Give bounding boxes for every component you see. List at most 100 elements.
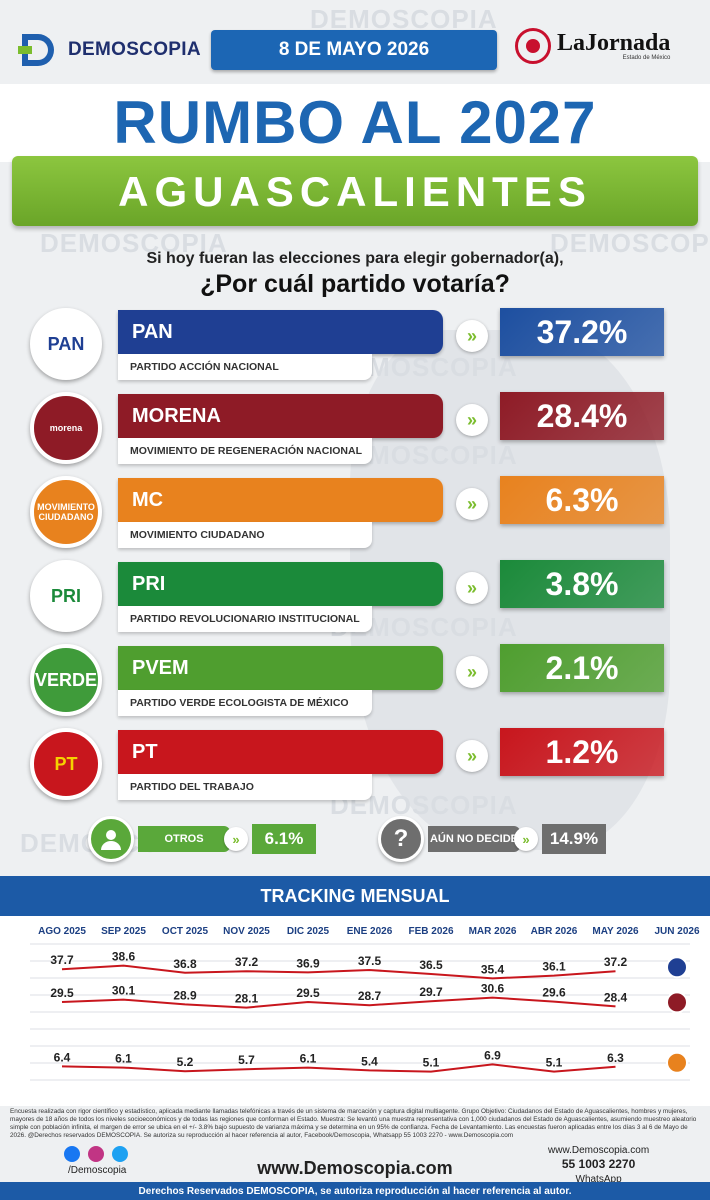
data-label: 6.1	[300, 1052, 317, 1066]
party-full-name: MOVIMIENTO CIUDADANO	[118, 522, 372, 548]
party-abbr: MORENA	[118, 394, 443, 438]
whatsapp-phone: 55 1003 2270	[561, 1157, 636, 1171]
party-badge-icon	[666, 956, 688, 979]
data-label: 30.6	[481, 982, 505, 996]
series-line-pan	[61, 964, 616, 980]
question-line-1: Si hoy fueran las elecciones para elegir…	[146, 250, 564, 267]
party-percentage: 37.2%	[500, 308, 664, 356]
party-badge-icon	[666, 991, 688, 1014]
data-label: 29.5	[50, 986, 74, 1000]
party-badge-icon	[666, 1051, 688, 1074]
month-label: NOV 2025	[223, 926, 270, 937]
party-logo-icon: morena	[30, 392, 102, 464]
party-percentage: 1.2%	[500, 728, 664, 776]
party-abbr: PAN	[118, 310, 443, 354]
question-icon: ?	[378, 816, 424, 862]
month-label: ABR 2026	[531, 926, 578, 937]
data-label: 6.9	[484, 1048, 501, 1062]
party-full-name: MOVIMIENTO DE REGENERACIÓN NACIONAL	[118, 438, 372, 464]
data-label: 6.1	[115, 1052, 132, 1066]
party-full-name: PARTIDO REVOLUCIONARIO INSTITUCIONAL	[118, 606, 372, 632]
party-abbr: PRI	[118, 562, 443, 606]
la-jornada-icon	[515, 28, 551, 64]
data-label: 28.4	[604, 990, 628, 1004]
undecided-label: AÚN NO DECIDE	[428, 826, 520, 852]
series-line-mc	[61, 1063, 616, 1073]
partner-name: LaJornada	[557, 30, 671, 56]
facebook-icon[interactable]	[64, 1146, 80, 1162]
user-icon	[88, 816, 134, 862]
contact-site[interactable]: www.Demoscopia.com	[548, 1145, 650, 1156]
data-label: 37.2	[604, 955, 628, 969]
month-label: FEB 2026	[408, 926, 453, 937]
brand-name: DEMOSCOPIA	[68, 39, 201, 60]
chevron-right-icon: »	[456, 740, 488, 772]
series-line-morena	[61, 996, 616, 1009]
state-band	[12, 156, 698, 226]
party-abbr: PVEM	[118, 646, 443, 690]
data-label: 5.1	[546, 1056, 563, 1070]
month-label: JUN 2026	[654, 926, 699, 937]
month-label: MAY 2026	[592, 926, 639, 937]
chevron-right-icon: »	[224, 827, 248, 851]
data-label: 36.9	[296, 956, 320, 970]
data-label: 6.3	[607, 1051, 624, 1065]
twitter-icon[interactable]	[112, 1146, 128, 1162]
data-label: 28.7	[358, 989, 382, 1003]
chevron-right-icon: »	[456, 320, 488, 352]
instagram-icon[interactable]	[88, 1146, 104, 1162]
state-name: AGUASCALIENTES	[118, 168, 592, 215]
title-band	[0, 84, 710, 162]
month-label: DIC 2025	[287, 926, 330, 937]
party-percentage: 2.1%	[500, 644, 664, 692]
month-label: OCT 2025	[162, 926, 209, 937]
chevron-right-icon: »	[514, 827, 538, 851]
data-label: 5.2	[177, 1055, 194, 1069]
data-label: 37.5	[358, 954, 382, 968]
data-label: 29.5	[296, 986, 320, 1000]
data-label: 38.6	[112, 950, 136, 964]
party-row: PT PT PARTIDO DEL TRABAJO» 1.2%	[0, 728, 710, 806]
la-jornada-logo: LaJornada Estado de México	[515, 28, 670, 64]
data-label: 5.7	[238, 1053, 255, 1067]
undecided-pct: 14.9%	[542, 824, 606, 854]
contact-block: www.Demoscopia.com 55 1003 2270 WhatsApp	[548, 1144, 649, 1186]
others-label: OTROS	[138, 826, 230, 852]
party-logo-icon: PAN	[30, 308, 102, 380]
data-label: 28.1	[235, 992, 259, 1006]
data-label: 37.2	[235, 955, 259, 969]
data-label: 36.5	[419, 958, 443, 972]
methodology-note: Encuesta realizada con rigor científico …	[10, 1108, 697, 1139]
party-logo-icon: VERDE	[30, 644, 102, 716]
partner-sub: Estado de México	[622, 55, 671, 61]
party-row: MOVIMIENTO CIUDADANO MC MOVIMIENTO CIUDADA…	[0, 476, 710, 554]
data-label: 36.1	[542, 960, 566, 974]
chevron-right-icon: »	[456, 488, 488, 520]
whatsapp-label: WhatsApp	[575, 1173, 622, 1185]
data-label: 29.6	[542, 986, 566, 1000]
data-label: 28.9	[173, 988, 197, 1002]
tracking-chart: AGO 2025 SEP 2025 OCT 2025 NOV 2025 DIC 2025…	[30, 926, 700, 1081]
chevron-right-icon: »	[456, 404, 488, 436]
party-row: PAN PAN PARTIDO ACCIÓN NACIONAL» 37.2%	[0, 308, 710, 386]
month-label: SEP 2025	[101, 926, 146, 937]
data-label: 37.7	[50, 953, 74, 967]
party-percentage: 6.3%	[500, 476, 664, 524]
demoscopia-logo: DEMOSCOPIA	[18, 30, 201, 70]
month-label: ENE 2026	[347, 926, 393, 937]
chevron-right-icon: »	[456, 656, 488, 688]
party-logo-icon: PRI	[30, 560, 102, 632]
party-row: VERDE PVEM PARTIDO VERDE ECOLOGISTA DE MÉX…	[0, 644, 710, 722]
party-percentage: 3.8%	[500, 560, 664, 608]
party-abbr: PT	[118, 730, 443, 774]
party-full-name: PARTIDO DEL TRABAJO	[118, 774, 372, 800]
page-title: RUMBO AL 2027	[113, 89, 597, 156]
party-abbr: MC	[118, 478, 443, 522]
party-row: morena MORENA MOVIMIENTO DE REGENERACIÓN N…	[0, 392, 710, 470]
social-icons	[64, 1146, 128, 1162]
others-pct: 6.1%	[252, 824, 316, 854]
data-label: 5.4	[361, 1054, 378, 1068]
data-label: 36.8	[173, 957, 197, 971]
website-link[interactable]: www.Demoscopia.com	[257, 1158, 453, 1178]
data-label: 6.4	[54, 1050, 71, 1064]
